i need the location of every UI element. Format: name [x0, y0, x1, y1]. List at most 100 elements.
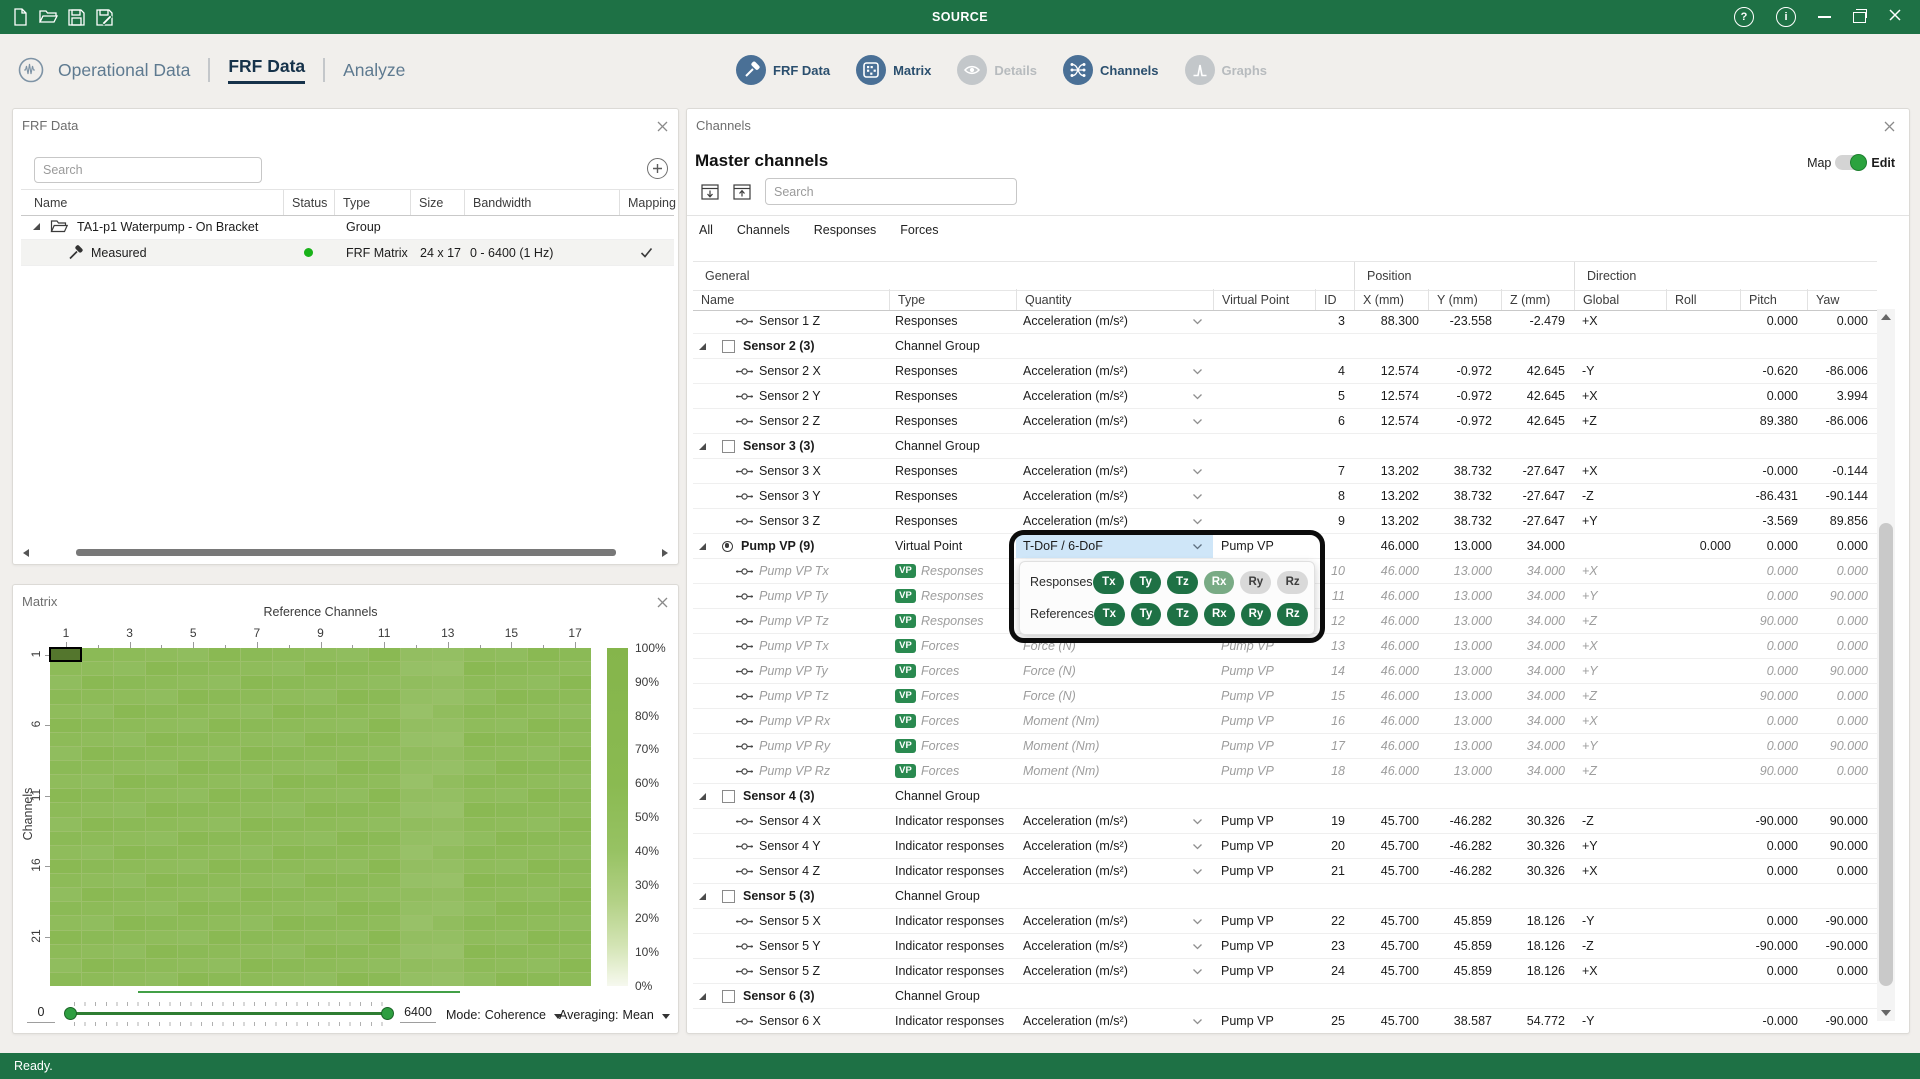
heatmap-cell[interactable] — [114, 874, 145, 887]
close-icon[interactable] — [1888, 8, 1902, 27]
chevron-down-icon[interactable] — [1192, 468, 1203, 475]
column-header-name[interactable]: Name — [693, 289, 889, 310]
chevron-down-icon[interactable] — [1192, 1018, 1203, 1025]
heatmap-cell[interactable] — [209, 690, 240, 703]
heatmap-cell[interactable] — [401, 902, 432, 915]
heatmap-cell[interactable] — [82, 719, 113, 732]
heatmap-cell[interactable] — [305, 662, 336, 675]
heatmap-cell[interactable] — [273, 733, 304, 746]
heatmap-cell[interactable] — [305, 959, 336, 972]
frf-horizontal-scrollbar[interactable] — [21, 547, 670, 559]
heatmap-cell[interactable] — [273, 874, 304, 887]
heatmap-cell[interactable] — [528, 846, 559, 859]
heatmap-cell[interactable] — [114, 690, 145, 703]
heatmap-cell[interactable] — [433, 690, 464, 703]
heatmap-cell[interactable] — [337, 690, 368, 703]
column-header-z-mm[interactable]: Z (mm) — [1501, 289, 1574, 310]
heatmap-cell[interactable] — [82, 733, 113, 746]
heatmap-cell[interactable] — [496, 945, 527, 958]
column-header-type[interactable]: Type — [889, 289, 1016, 310]
heatmap-cell[interactable] — [496, 789, 527, 802]
channel-row[interactable]: Sensor 2 YResponsesAcceleration (m/s²)51… — [693, 384, 1877, 409]
heatmap-cell[interactable] — [337, 846, 368, 859]
heatmap-cell[interactable] — [114, 973, 145, 986]
heatmap-cell[interactable] — [496, 818, 527, 831]
heatmap-cell[interactable] — [464, 747, 495, 760]
view-tool-graphs[interactable]: Graphs — [1185, 55, 1268, 85]
heatmap-cell[interactable] — [146, 931, 177, 944]
heatmap-cell[interactable] — [464, 705, 495, 718]
heatmap-cell[interactable] — [464, 775, 495, 788]
heatmap-cell[interactable] — [273, 916, 304, 929]
heatmap-cell[interactable] — [464, 973, 495, 986]
expand-triangle-icon[interactable] — [699, 893, 706, 900]
heatmap-cell[interactable] — [464, 761, 495, 774]
heatmap-cell[interactable] — [178, 690, 209, 703]
heatmap-cell[interactable] — [82, 846, 113, 859]
heatmap-cell[interactable] — [464, 888, 495, 901]
channel-row[interactable]: Sensor 4 YIndicator responsesAcceleratio… — [693, 834, 1877, 859]
heatmap-cell[interactable] — [82, 888, 113, 901]
heatmap-cell[interactable] — [464, 945, 495, 958]
heatmap-cell[interactable] — [82, 662, 113, 675]
heatmap-cell[interactable] — [464, 959, 495, 972]
heatmap-cell[interactable] — [433, 860, 464, 873]
slider-handle-max[interactable] — [381, 1007, 394, 1020]
group-checkbox[interactable] — [722, 890, 735, 903]
dof-pill-responses-tz[interactable]: Tz — [1167, 571, 1198, 594]
heatmap-cell[interactable] — [114, 818, 145, 831]
heatmap-cell[interactable] — [369, 803, 400, 816]
heatmap-cell[interactable] — [241, 662, 272, 675]
column-header-bandwidth[interactable]: Bandwidth — [464, 190, 619, 215]
heatmap-cell[interactable] — [241, 931, 272, 944]
heatmap-cell[interactable] — [464, 690, 495, 703]
heatmap-cell[interactable] — [528, 959, 559, 972]
chevron-down-icon[interactable] — [1192, 368, 1203, 375]
heatmap-cell[interactable] — [433, 676, 464, 689]
heatmap-cell[interactable] — [209, 818, 240, 831]
heatmap-cell[interactable] — [82, 973, 113, 986]
heatmap-cell[interactable] — [401, 719, 432, 732]
heatmap-cell[interactable] — [114, 945, 145, 958]
heatmap-cell[interactable] — [241, 789, 272, 802]
heatmap-cell[interactable] — [305, 775, 336, 788]
heatmap-cell[interactable] — [209, 973, 240, 986]
heatmap-cell[interactable] — [50, 789, 81, 802]
group-checkbox[interactable] — [722, 340, 735, 353]
heatmap-cell[interactable] — [433, 931, 464, 944]
heatmap-cell[interactable] — [146, 973, 177, 986]
heatmap-cell[interactable] — [560, 959, 591, 972]
view-tool-matrix[interactable]: Matrix — [856, 55, 931, 85]
heatmap-cell[interactable] — [82, 690, 113, 703]
frequency-range-slider[interactable] — [64, 998, 394, 1028]
heatmap-cell[interactable] — [114, 775, 145, 788]
heatmap-cell[interactable] — [369, 648, 400, 661]
heatmap-cell[interactable] — [178, 803, 209, 816]
heatmap-cell[interactable] — [273, 846, 304, 859]
heatmap-cell[interactable] — [337, 719, 368, 732]
heatmap-cell[interactable] — [337, 888, 368, 901]
heatmap-cell[interactable] — [50, 733, 81, 746]
heatmap-cell[interactable] — [146, 648, 177, 661]
heatmap-cell[interactable] — [496, 662, 527, 675]
heatmap-cell[interactable] — [82, 945, 113, 958]
heatmap-cell[interactable] — [464, 733, 495, 746]
chevron-down-icon[interactable] — [1192, 843, 1203, 850]
heatmap-cell[interactable] — [50, 747, 81, 760]
channels-search-input[interactable] — [765, 178, 1017, 205]
restore-icon[interactable] — [1853, 12, 1866, 23]
heatmap-cell[interactable] — [241, 733, 272, 746]
column-header-x-mm[interactable]: X (mm) — [1354, 289, 1428, 310]
heatmap-cell[interactable] — [273, 832, 304, 845]
heatmap-cell[interactable] — [209, 888, 240, 901]
heatmap-cell[interactable] — [496, 860, 527, 873]
heatmap-cell[interactable] — [114, 648, 145, 661]
heatmap-cell[interactable] — [146, 832, 177, 845]
heatmap-cell[interactable] — [528, 705, 559, 718]
column-header-type[interactable]: Type — [334, 190, 410, 215]
heatmap-cell[interactable] — [209, 648, 240, 661]
heatmap-cell[interactable] — [401, 747, 432, 760]
channels-vertical-scrollbar[interactable] — [1877, 309, 1895, 1021]
heatmap-cell[interactable] — [273, 761, 304, 774]
heatmap-cell[interactable] — [82, 860, 113, 873]
